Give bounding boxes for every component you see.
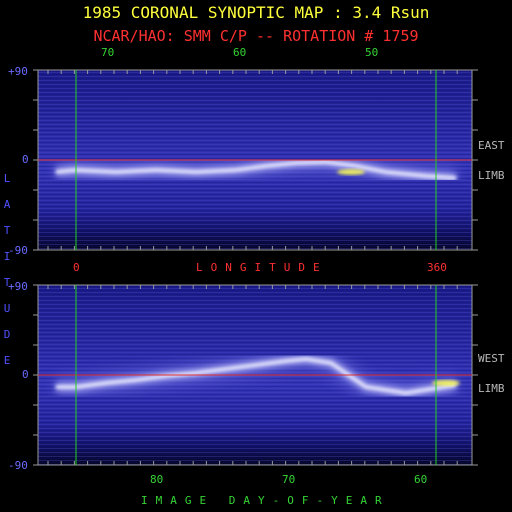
ylabel-letter: L xyxy=(3,172,11,185)
streamer-core xyxy=(55,160,457,180)
west-label: WEST xyxy=(478,352,505,365)
east-label: EAST xyxy=(478,139,505,152)
figure-title: 1985 CORONAL SYNOPTIC MAP : 3.4 Rsun xyxy=(82,3,430,22)
bottom-axis-tick-label: 60 xyxy=(414,473,428,486)
ylabel-letter: T xyxy=(3,276,11,289)
longitude-start-label: 0 xyxy=(73,261,80,274)
streamer-hotspot xyxy=(432,380,460,386)
lat-label-top-zero: 0 xyxy=(22,153,29,166)
day-of-year-axis-label: IMAGE DAY-OF-YEAR xyxy=(141,494,390,507)
ylabel-letter: T xyxy=(3,224,11,237)
ylabel-letter: D xyxy=(3,328,11,341)
streamer-core xyxy=(56,357,457,395)
lat-label-top-minus90: -90 xyxy=(8,244,28,257)
lat-label-bottom-zero: 0 xyxy=(22,368,29,381)
top-axis-tick-label: 50 xyxy=(365,46,379,59)
longitude-axis-label: LONGITUDE xyxy=(196,261,328,274)
lat-label-bottom-plus90: +90 xyxy=(8,280,28,293)
bottom-axis-tick-label: 80 xyxy=(150,473,164,486)
east-limb-label: LIMB xyxy=(478,169,505,182)
bottom-axis-tick-label: 70 xyxy=(282,473,296,486)
ylabel-letter: A xyxy=(3,198,11,211)
lat-label-bottom-minus90: -90 xyxy=(8,459,28,472)
ylabel-letter: E xyxy=(3,354,11,367)
lat-label-top-plus90: +90 xyxy=(8,65,28,78)
top-axis-tick-label: 60 xyxy=(233,46,247,59)
ylabel-letter: I xyxy=(3,250,11,263)
longitude-end-label: 360 xyxy=(427,261,447,274)
figure-subtitle: NCAR/HAO: SMM C/P -- ROTATION # 1759 xyxy=(93,27,419,45)
top-axis-tick-label: 70 xyxy=(101,46,115,59)
ylabel-letter: U xyxy=(3,302,11,315)
west-limb-label: LIMB xyxy=(478,382,505,395)
streamer-hotspot xyxy=(337,169,365,175)
